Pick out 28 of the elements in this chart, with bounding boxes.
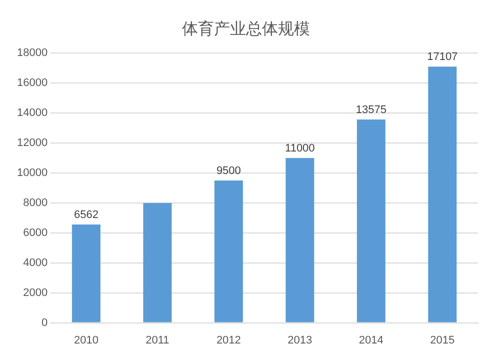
y-tick-label: 18000 xyxy=(16,47,48,60)
chart-title: 体育产业总体规模 xyxy=(182,18,310,38)
data-label: 13575 xyxy=(356,104,386,116)
bar xyxy=(428,66,457,322)
y-tick-label: 4000 xyxy=(23,256,48,269)
x-tick-label: 2010 xyxy=(74,334,98,346)
y-tick-label: 8000 xyxy=(23,197,48,210)
x-tick-label: 2012 xyxy=(216,334,241,346)
x-tick-label: 2013 xyxy=(288,334,312,346)
y-tick-label: 6000 xyxy=(23,226,48,239)
y-tick-label: 12000 xyxy=(16,137,48,150)
bar xyxy=(356,119,386,322)
y-tick-label: 0 xyxy=(41,316,48,329)
bar xyxy=(214,180,243,322)
x-tick-label: 2014 xyxy=(358,334,384,346)
bar xyxy=(143,202,172,322)
x-tick-label: 2015 xyxy=(430,334,455,346)
bar xyxy=(72,224,100,322)
data-label: 11000 xyxy=(285,142,315,155)
y-tick-label: 2000 xyxy=(23,286,48,299)
data-label: 9500 xyxy=(216,165,241,178)
x-tick-label: 2011 xyxy=(146,334,170,346)
data-label: 17107 xyxy=(427,51,458,64)
bar xyxy=(286,158,314,322)
y-tick-label: 14000 xyxy=(16,107,48,120)
data-label: 6562 xyxy=(74,209,98,222)
y-tick-label: 10000 xyxy=(16,167,48,180)
y-tick-label: 16000 xyxy=(16,77,48,90)
